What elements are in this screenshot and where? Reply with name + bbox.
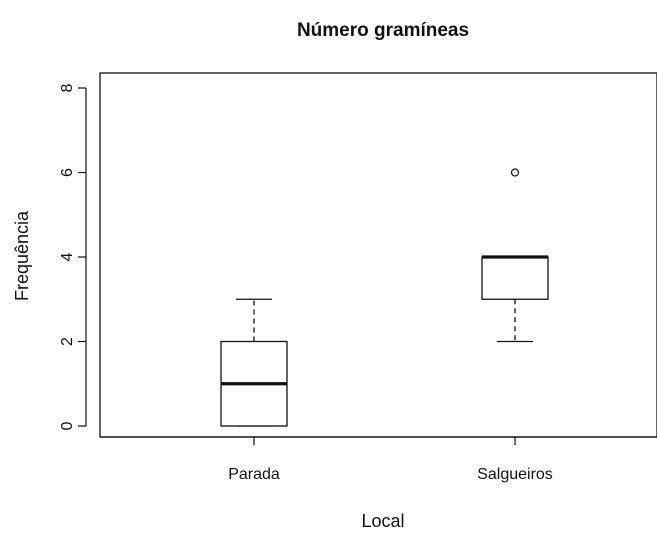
x-axis-label: Local bbox=[361, 511, 404, 531]
x-axis: Parada Salgueiros bbox=[100, 436, 657, 483]
y-axis: 0 2 4 6 8 bbox=[59, 83, 87, 430]
box-parada bbox=[220, 298, 288, 427]
y-tick-label: 4 bbox=[59, 252, 76, 261]
y-axis-label: Frequência bbox=[12, 210, 32, 301]
y-tick-label: 2 bbox=[59, 337, 76, 346]
y-tick-label: 8 bbox=[59, 83, 76, 92]
plot-frame bbox=[99, 72, 657, 438]
x-tick-label: Parada bbox=[228, 466, 280, 483]
chart-title: Número gramíneas bbox=[297, 20, 469, 41]
box-iqr bbox=[481, 256, 549, 300]
box-salgueiros bbox=[481, 168, 549, 343]
y-tick-label: 6 bbox=[59, 168, 76, 177]
outlier-point bbox=[510, 168, 520, 177]
y-tick-label: 0 bbox=[59, 421, 76, 430]
box-series bbox=[220, 168, 549, 427]
x-tick-label: Salgueiros bbox=[477, 466, 553, 483]
